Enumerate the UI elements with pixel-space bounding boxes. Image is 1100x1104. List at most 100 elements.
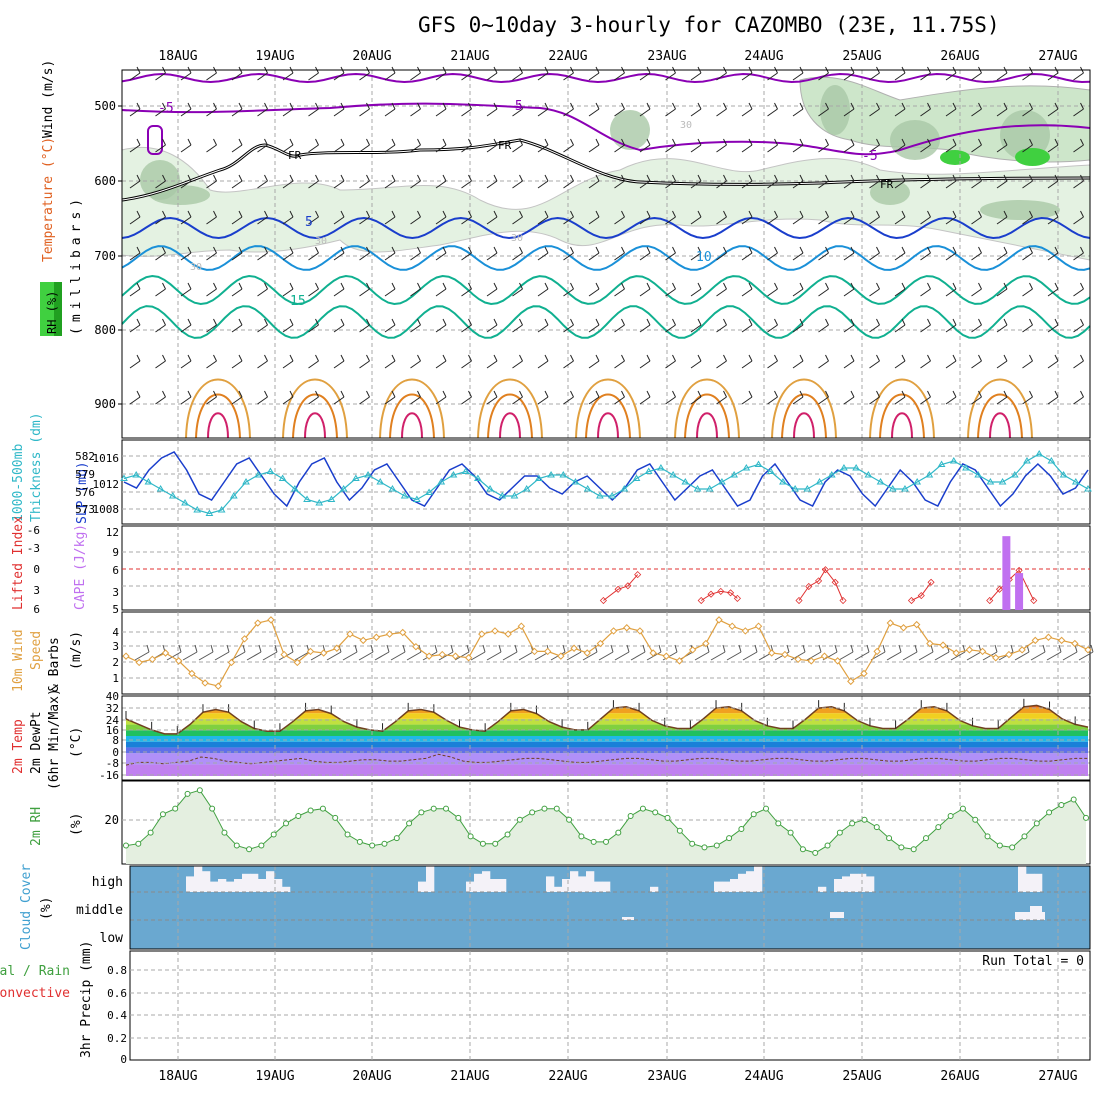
wind-barb <box>706 644 710 653</box>
cloud-mid-bar <box>830 912 844 918</box>
wind-barb <box>570 354 574 362</box>
wind-barb <box>723 138 727 146</box>
tick-label: 16 <box>106 724 119 737</box>
wind-barb <box>242 644 246 653</box>
cloud-grid <box>130 866 1090 949</box>
wind-barb <box>1047 180 1059 189</box>
wind-barb <box>996 144 1008 153</box>
wind-barb <box>315 138 319 146</box>
lifted-index-marker <box>795 596 803 605</box>
wind-barb <box>792 360 804 369</box>
wind-speed-marker <box>543 647 552 656</box>
thickness-slp-panel <box>120 439 1092 525</box>
rh-marker <box>319 805 326 812</box>
wind-barb <box>920 72 931 81</box>
wind-barb <box>595 318 600 326</box>
wind-barb <box>952 246 957 254</box>
axis-label: Thickness (dm) <box>29 412 44 522</box>
wind-barb <box>308 108 319 117</box>
wind-barb <box>799 174 804 182</box>
wind-barb <box>639 324 651 333</box>
wind-barb <box>315 282 319 290</box>
wind-barb <box>1054 282 1059 290</box>
wind-barb <box>562 644 566 653</box>
wind-barb <box>869 72 880 81</box>
tick-label: 500 <box>94 99 116 113</box>
thickness-marker <box>242 478 250 485</box>
run-total-label: Run Total = 0 <box>982 954 1084 969</box>
wind-barb <box>570 174 574 182</box>
wind-barb <box>850 390 855 398</box>
wind-barb <box>741 360 753 369</box>
wind-barb <box>359 324 370 333</box>
wind-barb <box>213 390 217 398</box>
contour-line <box>207 412 229 439</box>
wind-barb <box>582 651 598 661</box>
cloud-high-bar <box>650 886 659 892</box>
wind-barb <box>537 360 549 369</box>
wind-barb <box>767 360 778 369</box>
wind-barb <box>945 108 957 117</box>
wind-barb <box>257 216 268 225</box>
lifted-index-line <box>700 590 738 601</box>
wind-barb <box>342 651 358 661</box>
wind-barb <box>716 144 727 153</box>
wind-barb <box>672 174 676 182</box>
wind-barb <box>410 216 421 225</box>
lifted-index-marker <box>839 596 847 605</box>
wind-barb <box>264 210 268 218</box>
wind-barb <box>155 288 166 297</box>
wind-speed-marker <box>886 619 895 627</box>
wind-barb <box>894 396 906 405</box>
rh-marker <box>738 825 745 832</box>
wind-barb <box>614 252 625 261</box>
wind-barb <box>646 102 651 110</box>
wind-barb <box>876 138 880 146</box>
cloud-high-bar <box>426 866 435 892</box>
wind-speed-marker <box>412 642 420 651</box>
wind-barb <box>639 288 651 297</box>
wind-barb <box>258 644 262 653</box>
wind-barb <box>723 102 727 110</box>
wind-barb <box>1022 324 1033 333</box>
date-label: 26AUG <box>940 1069 979 1084</box>
rh-marker <box>849 820 856 827</box>
cloud-high-bar <box>730 879 739 892</box>
rh-marker <box>123 842 129 849</box>
wind-barb <box>308 180 319 189</box>
wind-barb <box>442 282 447 290</box>
wind-barb <box>978 282 982 290</box>
wind-barb <box>1080 174 1084 182</box>
wind-barb <box>697 282 702 290</box>
wind-barb <box>901 210 906 218</box>
wind-barb <box>971 288 982 297</box>
axis-label: & Barbs <box>47 637 62 692</box>
wind-barb <box>282 72 294 81</box>
wind-barb <box>786 644 790 653</box>
thickness-marker <box>766 467 775 474</box>
wind-barb <box>825 318 829 326</box>
wind-barb <box>876 282 880 290</box>
wind-barb <box>665 324 676 333</box>
lifted-index-marker <box>907 596 916 605</box>
rh-marker <box>233 842 240 849</box>
tick-label: 5 <box>112 603 119 616</box>
wind-barb <box>129 180 141 189</box>
wind-barb <box>308 324 319 333</box>
wind-barb <box>537 180 549 189</box>
wind-barb <box>792 72 804 81</box>
wind-speed-marker <box>807 657 815 665</box>
wind-barb <box>646 210 651 218</box>
wind-speed-marker <box>135 658 143 667</box>
wind-barb <box>442 174 447 182</box>
wind-barb <box>894 324 906 333</box>
wind-barb <box>366 246 370 254</box>
wind-barb <box>1073 216 1084 225</box>
wind-barb <box>1062 651 1078 661</box>
wind-barb <box>155 360 166 369</box>
wind-barb <box>384 180 396 189</box>
wind-barb <box>952 174 957 182</box>
rh2m-marks <box>123 787 1089 864</box>
wind-barb <box>774 138 778 146</box>
wind-barb <box>1054 354 1059 362</box>
